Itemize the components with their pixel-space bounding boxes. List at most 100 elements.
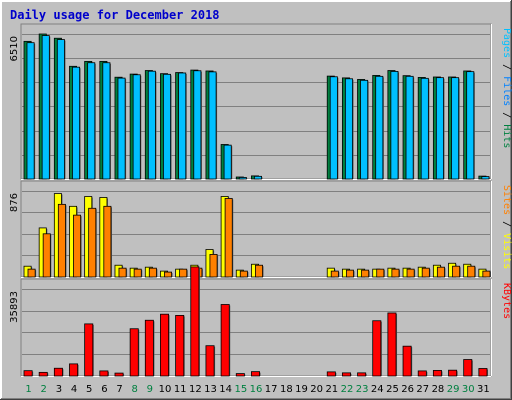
- kbytes-panel: 35893 KBytes: [9, 266, 512, 377]
- sites-bar: [148, 267, 157, 278]
- kbytes-max-label: 35893: [9, 291, 20, 323]
- sites-bar: [361, 269, 370, 278]
- kbytes-bar: [99, 370, 109, 377]
- sites-bar: [224, 198, 233, 278]
- files-bar: [344, 78, 353, 180]
- visits-max-label: 876: [9, 193, 20, 212]
- day-label: 16: [250, 384, 263, 395]
- files-bar: [72, 66, 81, 180]
- kbytes-bar: [432, 370, 442, 377]
- files-bar: [208, 71, 217, 180]
- day-label: 25: [386, 384, 399, 395]
- sites-bar: [239, 270, 248, 278]
- day-label: 21: [325, 384, 338, 395]
- day-label: 17: [265, 384, 278, 395]
- kbytes-bar: [114, 372, 124, 377]
- day-label: 9: [147, 384, 153, 395]
- hits-legend-segment: Hits: [501, 124, 512, 148]
- files-bar: [117, 77, 126, 180]
- sites-bar: [482, 270, 491, 278]
- files-bar: [87, 62, 96, 180]
- files-bar: [163, 73, 172, 180]
- kbytes-bar: [53, 367, 63, 377]
- kbytes-bar: [402, 345, 412, 377]
- files-bar: [329, 76, 338, 180]
- day-label: 14: [219, 384, 232, 395]
- kbytes-bar: [326, 371, 336, 377]
- sites-bar: [57, 203, 66, 278]
- day-label: 2: [41, 384, 47, 395]
- kbytes-bar: [69, 363, 79, 377]
- sites-bar: [27, 268, 36, 278]
- files-bar: [435, 77, 444, 180]
- sites-bar: [88, 207, 97, 278]
- files-bar: [405, 75, 414, 180]
- day-label: 27: [416, 384, 429, 395]
- hits-legend-segment: /: [501, 106, 512, 124]
- sites-bar: [73, 214, 82, 278]
- sites-bar: [436, 266, 445, 278]
- day-label: 28: [432, 384, 445, 395]
- day-label: 30: [462, 384, 475, 395]
- hits-legend-segment: Files: [501, 76, 512, 106]
- day-label: 24: [371, 384, 384, 395]
- kbytes-bar: [448, 369, 458, 377]
- day-label: 3: [56, 384, 62, 395]
- sites-bar: [164, 271, 173, 278]
- files-bar: [41, 35, 50, 180]
- files-bar: [102, 62, 111, 180]
- day-label: 8: [132, 384, 138, 395]
- day-label: 26: [401, 384, 414, 395]
- visits-panel: 876 Sites / Visits: [9, 180, 512, 278]
- day-label: 6: [101, 384, 107, 395]
- hits-legend-segment: /: [501, 58, 512, 76]
- files-bar: [390, 71, 399, 180]
- sites-bar: [452, 265, 461, 278]
- files-bar: [56, 39, 65, 180]
- sites-bar: [376, 268, 385, 278]
- visits-legend-segment: /: [501, 215, 512, 233]
- sites-bar: [133, 268, 142, 278]
- sites-bar: [421, 267, 430, 278]
- chart-panels: 6510 Pages / Files / Hits 876 Sites / Visit…: [9, 23, 512, 377]
- sites-bar: [467, 265, 476, 278]
- day-label: 22: [341, 384, 354, 395]
- sites-bar: [179, 268, 188, 278]
- files-bar: [420, 77, 429, 180]
- kbytes-bar: [478, 368, 488, 377]
- day-label: 19: [295, 384, 308, 395]
- visits-legend-segment: Visits: [501, 233, 512, 269]
- kbytes-bar: [372, 320, 382, 377]
- visits-legend-label: Sites / Visits: [501, 185, 512, 269]
- day-label: 10: [159, 384, 172, 395]
- sites-bar: [255, 264, 263, 278]
- files-bar: [451, 77, 460, 180]
- kbytes-bar: [144, 319, 154, 377]
- files-bar: [238, 177, 247, 180]
- kbytes-bar: [463, 359, 473, 377]
- sites-bar: [103, 205, 112, 278]
- files-bar: [147, 70, 156, 180]
- sites-bar: [42, 233, 51, 278]
- chart-title: Daily usage for December 2018: [10, 8, 220, 22]
- kbytes-bar: [205, 345, 215, 377]
- files-bar: [481, 176, 490, 180]
- day-label: 18: [280, 384, 293, 395]
- day-label: 13: [204, 384, 217, 395]
- files-bar: [360, 79, 369, 180]
- day-label: 29: [447, 384, 460, 395]
- kbytes-bar: [38, 371, 48, 377]
- day-label: 11: [174, 384, 187, 395]
- sites-bar: [209, 254, 218, 278]
- hits-panel: 6510 Pages / Files / Hits: [9, 23, 512, 180]
- kbytes-bar: [23, 370, 33, 377]
- kbytes-bar: [190, 266, 200, 377]
- day-label: 7: [116, 384, 122, 395]
- files-bar: [193, 70, 202, 180]
- hits-legend-segment: Pages: [501, 28, 512, 58]
- kbytes-bar: [251, 371, 260, 377]
- files-bar: [223, 144, 232, 180]
- kbytes-bar: [220, 304, 230, 377]
- kbytes-bar: [84, 323, 94, 377]
